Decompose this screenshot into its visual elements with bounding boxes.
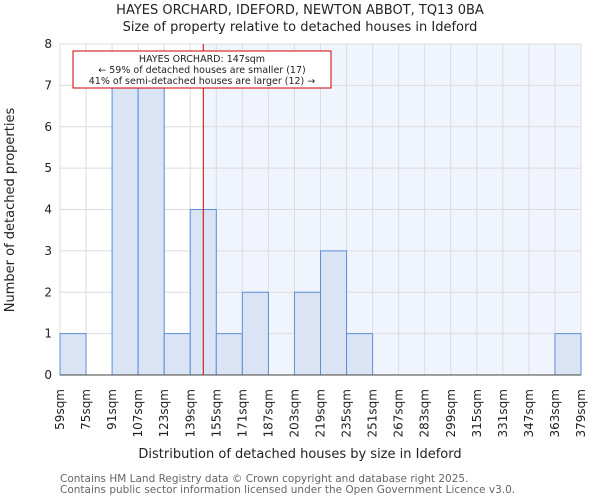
histogram-bar	[293, 291, 322, 376]
chart-subtitle: Size of property relative to detached ho…	[123, 20, 478, 35]
y-tick-label: 2	[44, 285, 52, 299]
x-tick-label: 219sqm	[314, 389, 328, 437]
x-tick-label: 315sqm	[470, 389, 484, 437]
x-tick-label: 75sqm	[79, 389, 93, 430]
y-tick-label: 1	[44, 327, 52, 341]
x-tick-label: 187sqm	[261, 389, 275, 437]
x-tick-label: 347sqm	[522, 389, 536, 437]
x-tick-label: 235sqm	[340, 389, 354, 437]
y-tick-label: 6	[44, 120, 52, 134]
x-tick-label: 267sqm	[392, 389, 406, 437]
y-tick-label: 4	[44, 203, 52, 217]
histogram-chart: HAYES ORCHARD, IDEFORD, NEWTON ABBOT, TQ…	[3, 3, 588, 462]
x-tick-label: 203sqm	[287, 389, 301, 437]
x-tick-label: 59sqm	[53, 389, 67, 430]
x-tick-label: 123sqm	[157, 389, 171, 437]
histogram-bar	[163, 333, 191, 376]
y-tick-label: 8	[44, 37, 52, 51]
y-tick-label: 5	[44, 161, 52, 175]
x-tick-label: 155sqm	[209, 389, 223, 437]
histogram-bar	[241, 291, 269, 376]
chart-title: HAYES ORCHARD, IDEFORD, NEWTON ABBOT, TQ…	[116, 3, 484, 18]
histogram-bar	[215, 333, 243, 376]
x-tick-label: 171sqm	[235, 389, 249, 437]
histogram-bar	[111, 84, 139, 376]
x-tick-label: 379sqm	[574, 389, 588, 437]
histogram-bar	[346, 333, 374, 376]
x-tick-label: 107sqm	[131, 389, 145, 437]
footer-line-2: Contains public sector information licen…	[60, 484, 516, 496]
x-tick-label: 331sqm	[496, 389, 510, 437]
histogram-bar	[137, 84, 165, 376]
x-tick-label: 299sqm	[444, 389, 458, 437]
y-tick-label: 7	[44, 78, 52, 92]
annotation-text: 41% of semi-detached houses are larger (…	[89, 76, 316, 87]
histogram-bar	[320, 250, 348, 376]
annotation-box	[72, 50, 332, 89]
histogram-bar	[59, 333, 87, 376]
y-axis-label: Number of detached properties	[3, 108, 18, 313]
y-tick-label: 0	[44, 368, 52, 382]
y-tick-label: 3	[44, 244, 52, 258]
x-tick-label: 283sqm	[418, 389, 432, 437]
x-tick-label: 251sqm	[366, 389, 380, 437]
annotation-text: ← 59% of detached houses are smaller (17…	[98, 65, 305, 76]
x-tick-label: 139sqm	[183, 389, 197, 437]
x-tick-label: 363sqm	[548, 389, 562, 437]
footer-line-1: Contains HM Land Registry data © Crown c…	[60, 473, 469, 485]
x-axis-label: Distribution of detached houses by size …	[138, 447, 461, 462]
x-tick-label: 91sqm	[105, 389, 119, 430]
histogram-bar	[554, 333, 582, 376]
annotation-text: HAYES ORCHARD: 147sqm	[139, 54, 265, 65]
